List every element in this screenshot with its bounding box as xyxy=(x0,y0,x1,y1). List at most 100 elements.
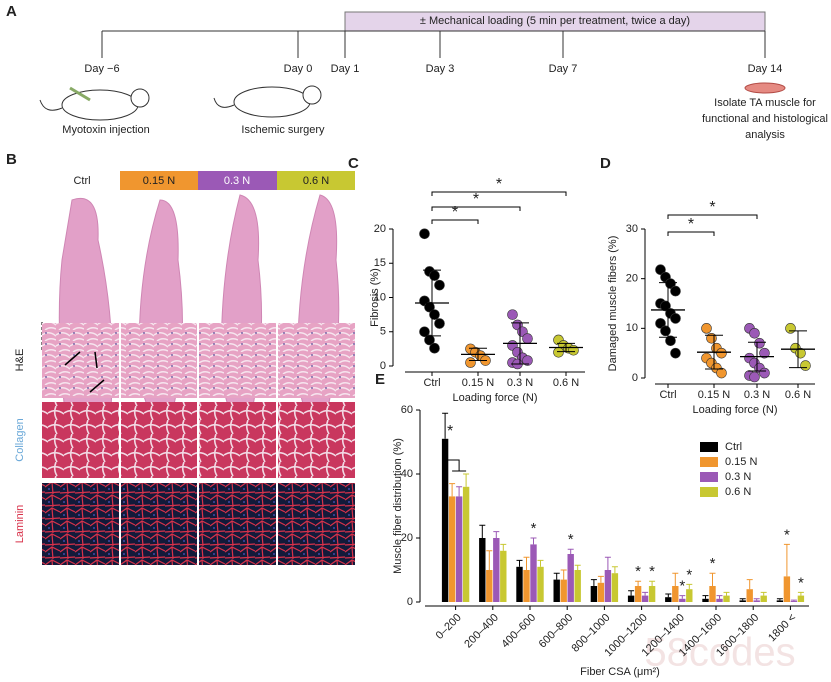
x-axis-label: Loading force (N) xyxy=(453,392,538,404)
dot xyxy=(759,367,770,379)
bar xyxy=(702,598,709,602)
day-label: Day 14 xyxy=(748,63,783,75)
dot xyxy=(434,318,445,329)
sig-star: * xyxy=(798,574,804,591)
bar xyxy=(574,570,581,602)
error-bar xyxy=(665,593,672,598)
error-bar xyxy=(530,537,537,545)
dot xyxy=(706,332,717,344)
bar xyxy=(441,438,449,602)
error-bar xyxy=(716,595,723,599)
bar xyxy=(641,595,649,602)
group-label: 0.15 N xyxy=(143,175,175,187)
dot xyxy=(419,326,430,338)
day-label: Day 0 xyxy=(284,63,313,75)
group-bar xyxy=(198,171,277,190)
group-label: 0.3 N xyxy=(224,175,250,187)
bar xyxy=(455,496,463,602)
x-axis-label: Fiber CSA (μm²) xyxy=(580,666,660,678)
dot xyxy=(665,335,676,347)
x-tick-label: 0.3 N xyxy=(744,389,770,401)
legend-label: 0.15 N xyxy=(725,456,757,468)
bar xyxy=(776,600,784,602)
bar xyxy=(493,538,500,602)
dot xyxy=(670,285,681,297)
y-tick-label: 0 xyxy=(407,596,413,608)
x-tick-label: 0.15 N xyxy=(462,377,494,389)
x-tick-label: Ctrl xyxy=(659,389,676,401)
x-tick-label: 0.15 N xyxy=(698,389,730,401)
bar xyxy=(679,598,686,602)
y-tick-label: 15 xyxy=(374,257,386,269)
sig-star: * xyxy=(496,176,502,193)
bar xyxy=(739,600,746,602)
group-label: 0.6 N xyxy=(303,175,329,187)
bar xyxy=(611,573,619,602)
sig-star: * xyxy=(710,555,716,572)
error-bar xyxy=(567,548,574,554)
y-axis-label: Muscle fiber distribution (%) xyxy=(392,438,404,574)
bar xyxy=(790,601,798,602)
error-bar xyxy=(635,580,642,586)
error-bar xyxy=(486,550,493,570)
legend-swatch xyxy=(700,487,718,497)
outcome-label: Isolate TA muscle for xyxy=(714,97,816,109)
dot xyxy=(434,279,445,291)
sd-bar xyxy=(557,342,575,353)
bar xyxy=(486,570,493,602)
bar xyxy=(567,554,574,602)
error-bar xyxy=(790,599,797,602)
error-bar xyxy=(628,590,635,596)
bar xyxy=(723,595,730,602)
dot xyxy=(749,371,760,383)
bar xyxy=(604,570,612,602)
error-bar xyxy=(611,566,618,574)
dot xyxy=(716,367,727,379)
error-bar xyxy=(553,572,560,580)
sig-bracket xyxy=(431,219,479,224)
dot xyxy=(429,342,440,354)
error-bar xyxy=(679,595,686,599)
legend-label: 0.3 N xyxy=(725,471,751,483)
dot xyxy=(670,313,681,324)
error-bar xyxy=(456,486,463,497)
x-tick-label: 0.3 N xyxy=(507,377,533,389)
error-bar xyxy=(479,524,486,538)
dot xyxy=(670,347,681,359)
dot xyxy=(660,325,671,337)
bar xyxy=(634,586,642,602)
sd-bar xyxy=(789,330,807,369)
error-bar xyxy=(723,591,730,596)
day-label: Day 3 xyxy=(426,63,455,75)
error-bar xyxy=(516,559,523,567)
error-bar xyxy=(642,591,649,596)
error-bar xyxy=(537,559,544,567)
bar xyxy=(448,496,456,602)
sd-bar xyxy=(469,347,487,362)
dot xyxy=(522,333,533,344)
bar xyxy=(597,582,605,602)
step-label: Ischemic surgery xyxy=(241,124,325,136)
x-tick-label: 0.6 N xyxy=(553,377,579,389)
y-tick-label: 5 xyxy=(380,326,386,338)
error-bar xyxy=(797,591,804,596)
sig-bracket xyxy=(431,191,567,196)
y-axis-label: Damaged muscle fibers (%) xyxy=(607,236,619,372)
dot xyxy=(785,323,796,334)
sig-star: * xyxy=(568,531,574,548)
error-bar xyxy=(449,483,456,497)
group-label: Ctrl xyxy=(73,175,90,187)
bar xyxy=(753,600,760,602)
dot xyxy=(522,355,533,366)
stain-label: Laminin xyxy=(14,505,26,544)
stain-label: Collagen xyxy=(14,418,26,461)
group-bar xyxy=(277,171,355,190)
x-tick-label: Ctrl xyxy=(423,377,440,389)
error-bar xyxy=(493,531,500,538)
panel-letter: B xyxy=(6,151,17,168)
legend-swatch xyxy=(700,442,718,452)
dot xyxy=(655,264,666,276)
sig-bracket xyxy=(445,459,467,472)
sd-bar xyxy=(748,341,766,372)
error-bar xyxy=(604,556,611,570)
